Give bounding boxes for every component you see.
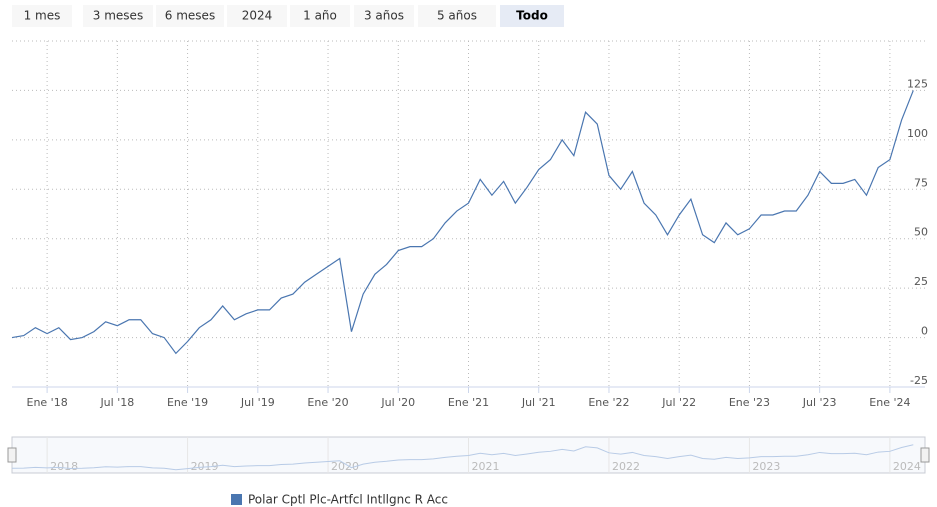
navigator-tick-label: 2024 (893, 460, 921, 473)
y-tick-label: -25 (910, 374, 928, 387)
button-bg[interactable] (418, 5, 496, 27)
button-bg[interactable] (156, 5, 224, 27)
x-tick-label: Ene '21 (448, 396, 489, 409)
x-tick-label: Jul '23 (802, 396, 837, 409)
button-label[interactable]: 2024 (242, 9, 273, 23)
range-button[interactable]: 3 meses (83, 5, 153, 27)
button-bg[interactable] (12, 5, 72, 27)
range-button[interactable]: Todo (500, 5, 564, 27)
legend-swatch[interactable] (231, 494, 242, 505)
button-bg[interactable] (290, 5, 350, 27)
y-tick-label: 50 (914, 226, 928, 239)
navigator-line (11, 444, 914, 471)
x-tick-label: Jul '20 (380, 396, 415, 409)
series-line (11, 90, 914, 355)
navigator-handle[interactable] (920, 447, 930, 463)
y-tick-label: 25 (914, 275, 928, 288)
range-button[interactable]: 5 años (418, 5, 496, 27)
button-label[interactable]: 3 meses (93, 9, 143, 23)
x-tick-label: Jul '18 (99, 396, 134, 409)
button-bg[interactable] (227, 5, 287, 27)
x-tick-label: Ene '24 (869, 396, 910, 409)
x-tick-label: Ene '22 (588, 396, 629, 409)
navigator-handle[interactable] (7, 447, 17, 463)
navigator-tick-label: 2019 (191, 460, 219, 473)
x-tick-label: Ene '20 (307, 396, 348, 409)
y-tick-label: 100 (907, 127, 928, 140)
range-button[interactable]: 2024 (227, 5, 287, 27)
navigator-tick-label: 2018 (50, 460, 78, 473)
range-button[interactable]: 3 años (354, 5, 414, 27)
button-label[interactable]: Todo (516, 9, 548, 23)
x-tick-label: Jul '21 (521, 396, 556, 409)
x-tick-label: Jul '19 (240, 396, 275, 409)
navigator-tick-label: 2022 (612, 460, 640, 473)
navigator-tick-label: 2021 (472, 460, 500, 473)
x-tick-label: Ene '23 (729, 396, 770, 409)
button-bg[interactable] (354, 5, 414, 27)
button-label[interactable]: 1 mes (24, 9, 61, 23)
navigator-tick-label: 2023 (752, 460, 780, 473)
button-bg[interactable] (500, 5, 564, 27)
range-button[interactable]: 1 mes (12, 5, 72, 27)
range-button[interactable]: 6 meses (156, 5, 224, 27)
x-tick-label: Ene '18 (27, 396, 68, 409)
y-tick-label: 75 (914, 176, 928, 189)
range-button[interactable]: 1 año (290, 5, 350, 27)
x-tick-label: Jul '22 (661, 396, 696, 409)
button-label[interactable]: 6 meses (165, 9, 215, 23)
legend-label[interactable]: Polar Cptl Plc-Artfcl Intllgnc R Acc (248, 493, 448, 507)
navigator-tick-label: 2020 (331, 460, 359, 473)
x-tick-label: Ene '19 (167, 396, 208, 409)
button-bg[interactable] (83, 5, 153, 27)
button-label[interactable]: 5 años (437, 9, 477, 23)
button-label[interactable]: 1 año (303, 9, 337, 23)
y-tick-label: 0 (921, 325, 928, 338)
button-label[interactable]: 3 años (364, 9, 404, 23)
y-tick-label: 125 (907, 77, 928, 90)
